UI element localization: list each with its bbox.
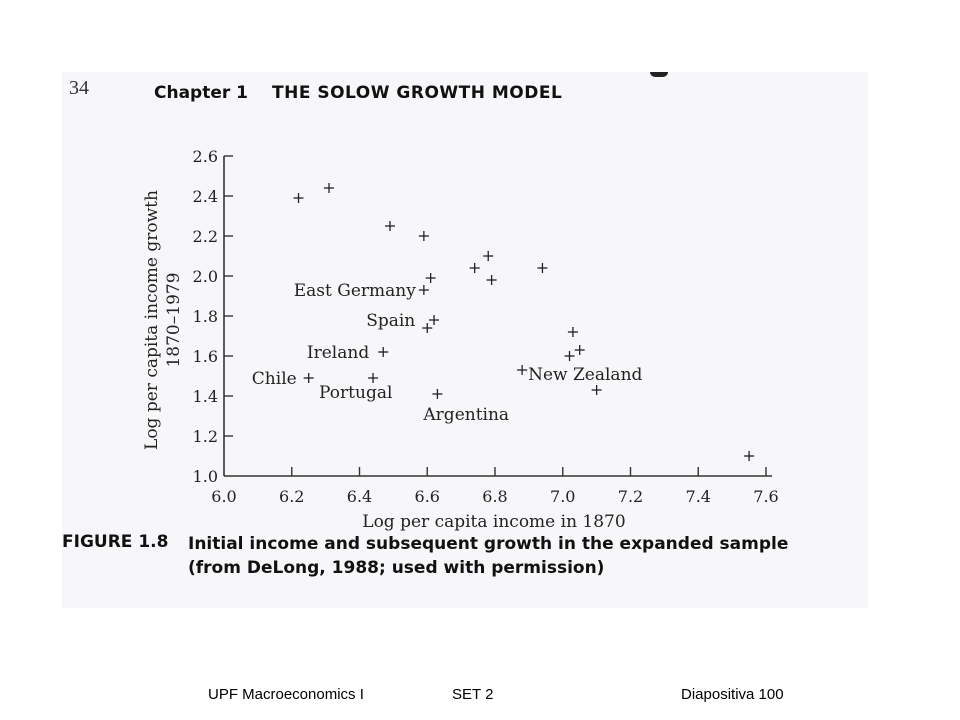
figure-label: FIGURE 1.8 xyxy=(62,532,169,552)
point-label: East Germany xyxy=(294,281,416,301)
figure-caption: Initial income and subsequent growth in … xyxy=(188,532,868,580)
point-label: Chile xyxy=(252,369,297,389)
x-tick-label: 6.6 xyxy=(415,487,440,506)
chart-ticks: 6.0 6.2 6.4 6.6 6.8 7.0 7.2 7.4 7.6 1.0 1.2 1.4 1.6 1… xyxy=(193,147,779,506)
slide-footer: UPF Macroeconomics I SET 2 Diapositiva 1… xyxy=(0,686,960,710)
y-tick-label: 2.6 xyxy=(193,147,218,166)
footer-slide-number: Diapositiva 100 xyxy=(681,686,784,703)
y-tick-label: 2.4 xyxy=(193,187,218,206)
chapter-title: THE SOLOW GROWTH MODEL xyxy=(272,83,563,103)
scatter-chart: 6.0 6.2 6.4 6.6 6.8 7.0 7.2 7.4 7.6 1.0 1.2 1.4 1.6 1… xyxy=(142,147,779,532)
x-tick-label: 6.4 xyxy=(347,487,372,506)
x-tick-label: 7.2 xyxy=(618,487,643,506)
y-tick-label: 1.8 xyxy=(193,307,218,326)
chart-point-labels: East Germany Spain Ireland Chile Portugal Arg… xyxy=(252,281,643,425)
footer-course: UPF Macroeconomics I xyxy=(208,686,364,703)
figure-caption-line1: Initial income and subsequent growth in … xyxy=(188,534,789,554)
chart-points xyxy=(293,183,755,461)
x-tick-label: 6.2 xyxy=(279,487,304,506)
y-tick-label: 2.0 xyxy=(193,267,218,286)
point-label: Portugal xyxy=(319,383,392,403)
y-tick-label: 1.6 xyxy=(193,347,218,366)
point-label: New Zealand xyxy=(528,365,642,385)
scanned-textbook-page: 34 Chapter 1 THE SOLOW GROWTH MODEL 6.0 6… xyxy=(62,72,868,608)
x-tick-label: 6.8 xyxy=(482,487,507,506)
figure-caption-line2: (from DeLong, 1988; used with permission… xyxy=(188,558,605,578)
y-tick-label: 1.2 xyxy=(193,427,218,446)
x-tick-label: 7.0 xyxy=(550,487,575,506)
x-tick-label: 6.0 xyxy=(211,487,236,506)
point-label: Ireland xyxy=(307,343,369,363)
y-tick-label: 2.2 xyxy=(193,227,218,246)
point-label: Spain xyxy=(366,311,415,331)
y-tick-label: 1.0 xyxy=(193,467,218,486)
chapter-label: Chapter 1 xyxy=(154,83,249,103)
y-tick-label: 1.4 xyxy=(193,387,218,406)
x-tick-label: 7.4 xyxy=(686,487,711,506)
footer-set: SET 2 xyxy=(452,686,494,703)
ink-smudge xyxy=(650,72,668,77)
x-tick-label: 7.6 xyxy=(753,487,778,506)
x-axis-label: Log per capita income in 1870 xyxy=(362,512,625,532)
y-axis-label-line2: 1870–1979 xyxy=(164,272,184,367)
chart-axes xyxy=(223,156,772,477)
y-axis-label-line1: Log per capita income growth xyxy=(142,190,162,450)
page-number: 34 xyxy=(69,77,89,99)
point-label: Argentina xyxy=(422,405,509,425)
